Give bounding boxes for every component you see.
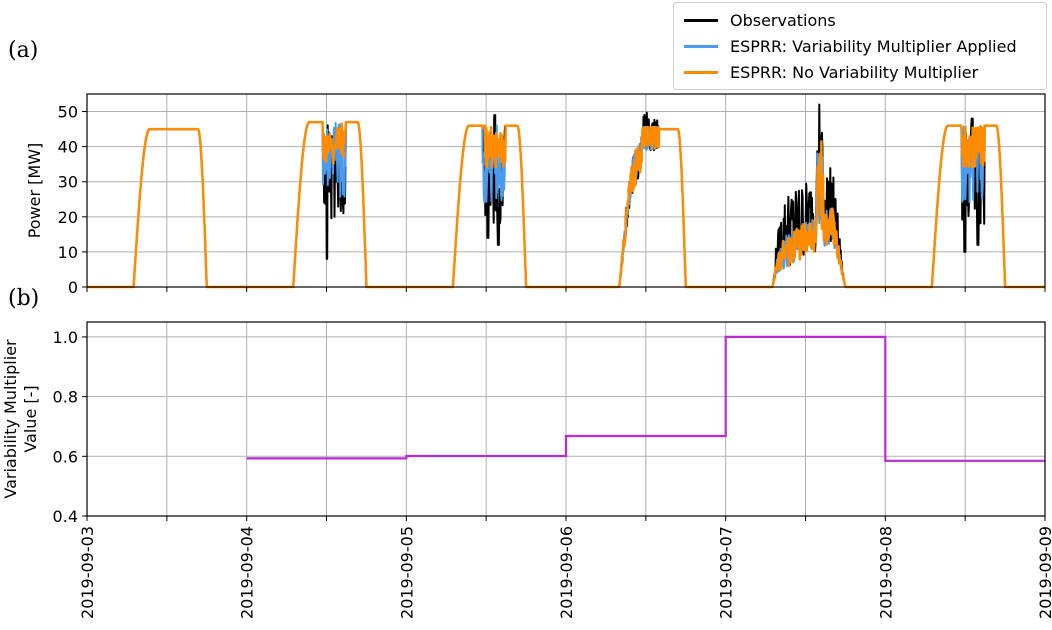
- legend-item-none: ESPRR: No Variability Multiplier: [684, 61, 978, 83]
- panel-a-label: (a): [8, 38, 39, 63]
- legend: Observations ESPRR: Variability Multipli…: [673, 2, 1047, 90]
- legend-item-applied: ESPRR: Variability Multiplier Applied: [684, 35, 1017, 57]
- legend-swatch-observations: [684, 18, 718, 22]
- x-tick-label-date: 2019-09-07: [717, 526, 736, 619]
- y-tick-label-b: 0.8: [53, 388, 78, 407]
- x-tick-label-date: 2019-09-05: [397, 526, 416, 619]
- y-tick-label-a: 20: [58, 208, 78, 227]
- y-axis-label-a: Power [MW]: [25, 143, 44, 239]
- series-line-variability-multiplier: [246, 335, 1045, 462]
- y-axis-label-b: Value [-]: [21, 385, 40, 452]
- panel-b-label: (b): [8, 286, 40, 311]
- x-tick-label-date: 2019-09-03: [78, 526, 97, 619]
- y-tick-label-a: 10: [58, 243, 78, 262]
- y-tick-label-b: 1.0: [53, 328, 78, 347]
- legend-label-applied: ESPRR: Variability Multiplier Applied: [730, 36, 1017, 56]
- y-tick-label-a: 50: [58, 103, 78, 122]
- y-tick-label-b: 0.6: [53, 447, 78, 466]
- x-tick-label-date: 2019-09-06: [557, 526, 576, 619]
- legend-swatch-none: [684, 70, 718, 74]
- legend-item-observations: Observations: [684, 9, 836, 31]
- x-tick-label-date: 2019-09-09: [1036, 526, 1052, 619]
- y-axis-label-b: Variability Multiplier: [1, 339, 20, 499]
- y-tick-label-b: 0.4: [53, 507, 78, 526]
- x-tick-label-date: 2019-09-08: [876, 526, 895, 619]
- y-tick-label-a: 40: [58, 138, 78, 157]
- y-tick-label-a: 30: [58, 173, 78, 192]
- y-tick-label-a: 0: [68, 278, 78, 297]
- legend-label-none: ESPRR: No Variability Multiplier: [730, 62, 979, 82]
- legend-swatch-applied: [684, 44, 718, 48]
- x-tick-label-date: 2019-09-04: [238, 526, 257, 619]
- legend-label-observations: Observations: [730, 10, 836, 30]
